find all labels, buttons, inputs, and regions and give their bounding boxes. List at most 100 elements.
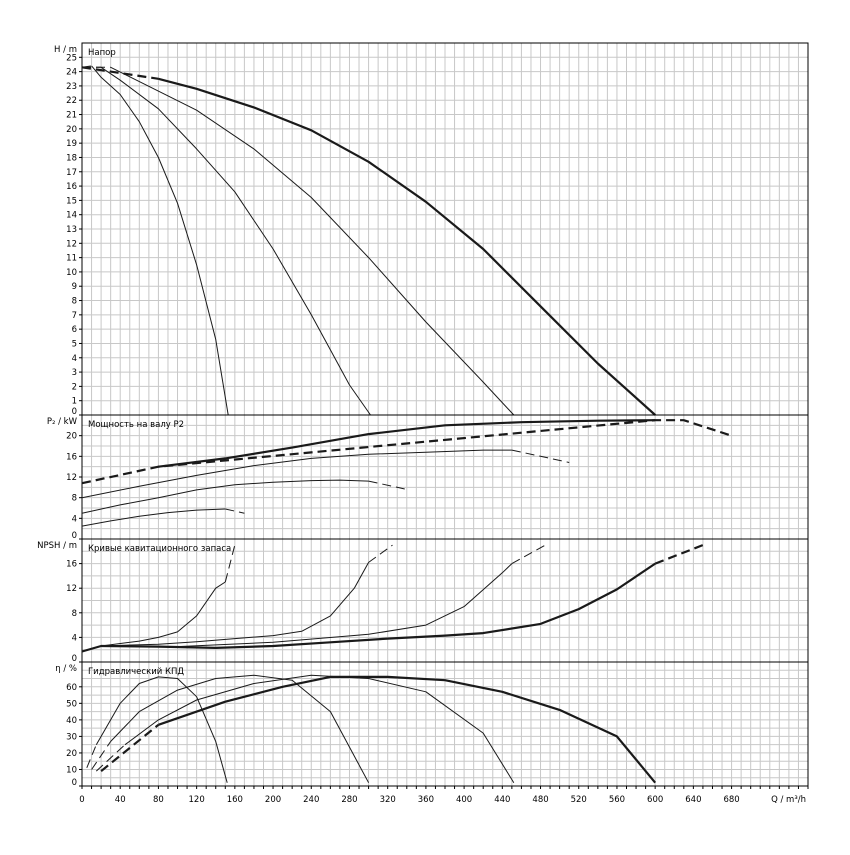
y-tick-label: 9 (72, 282, 77, 292)
y-tick-label: 22 (66, 96, 77, 106)
y-tick-label: 12 (66, 239, 77, 249)
x-tick-label: 520 (571, 795, 587, 805)
curve-npsh-1-dashed (224, 544, 236, 583)
curve-npsh-3-dashed (511, 544, 546, 565)
y-axis-label-npsh: NPSH / m (37, 541, 77, 551)
y-tick-label: 60 (66, 683, 77, 693)
curve-head-4-dashed (81, 66, 159, 80)
x-tick-label: 320 (380, 795, 396, 805)
y-tick-label: 10 (66, 765, 77, 775)
y-tick-label: 12 (66, 584, 77, 594)
y-tick-label: 20 (66, 432, 77, 442)
curve-power-1-dashed (225, 508, 245, 514)
curve-efficiency-4-dashed (100, 723, 160, 772)
curve-head-4 (158, 77, 656, 416)
curve-head-3 (110, 66, 515, 416)
y-tick-label: 8 (72, 297, 77, 307)
y-tick-label: 15 (66, 196, 77, 206)
curve-npsh-2-dashed (368, 544, 393, 563)
curve-power-3-dashed (511, 449, 570, 463)
curve-efficiency-1-dashed (86, 744, 97, 768)
y-tick-label: 4 (72, 633, 77, 643)
x-tick-label: 280 (341, 795, 357, 805)
curve-power-1 (81, 508, 226, 527)
y-tick-label: 8 (72, 494, 77, 504)
curve-head-1 (91, 65, 229, 416)
y-tick-label: 6 (72, 325, 77, 335)
y-tick-label: 0 (72, 407, 77, 417)
curve-head-2 (100, 66, 371, 416)
y-tick-label: 13 (66, 225, 77, 235)
curve-npsh-4-dashed (654, 544, 704, 565)
y-tick-label: 0 (72, 531, 77, 541)
y-tick-label: 16 (66, 452, 77, 462)
y-tick-label: 25 (66, 53, 77, 63)
y-tick-label: 21 (66, 111, 77, 121)
y-axis-label-head: H / m (54, 45, 77, 55)
curve-efficiency-2-dashed (91, 741, 112, 770)
y-tick-label: 24 (66, 68, 77, 78)
x-tick-label: 680 (723, 795, 739, 805)
curve-npsh-2 (81, 562, 370, 652)
x-tick-label: 560 (609, 795, 625, 805)
curve-efficiency-4 (158, 675, 657, 784)
curve-power-4 (158, 419, 656, 468)
y-tick-label: 30 (66, 732, 77, 742)
curve-power-3 (81, 449, 512, 499)
x-tick-label: 200 (265, 795, 281, 805)
curve-efficiency-2 (110, 674, 370, 783)
y-tick-label: 8 (72, 609, 77, 619)
y-tick-label: 0 (72, 778, 77, 788)
x-tick-label: 80 (153, 795, 164, 805)
y-tick-label: 7 (72, 311, 77, 321)
y-tick-label: 20 (66, 125, 77, 135)
curve-efficiency-3-dashed (95, 744, 126, 772)
y-tick-label: 40 (66, 716, 77, 726)
y-tick-label: 4 (72, 514, 77, 524)
y-tick-label: 18 (66, 153, 77, 163)
y-tick-label: 19 (66, 139, 77, 149)
y-tick-label: 2 (72, 382, 77, 392)
y-tick-label: 4 (72, 354, 77, 364)
y-tick-label: 3 (72, 368, 77, 378)
y-tick-label: 50 (66, 699, 77, 709)
x-axis-label: Q / m³/h (771, 795, 806, 805)
panel-title-efficiency: Гидравлический КПД (88, 667, 184, 677)
y-tick-label: 12 (66, 473, 77, 483)
curve-power-2-dashed (368, 480, 407, 490)
x-tick-label: 640 (685, 795, 701, 805)
x-tick-label: 480 (532, 795, 548, 805)
curve-efficiency-3 (124, 674, 515, 783)
x-tick-label: 120 (189, 795, 205, 805)
curve-npsh-3 (81, 563, 513, 652)
x-tick-label: 360 (418, 795, 434, 805)
y-tick-label: 10 (66, 268, 77, 278)
x-tick-label: 400 (456, 795, 472, 805)
y-tick-label: 20 (66, 749, 77, 759)
y-tick-label: 14 (66, 211, 77, 221)
curve-power-2 (81, 479, 369, 514)
curve-efficiency-1 (95, 676, 228, 783)
y-tick-label: 0 (72, 654, 77, 664)
y-tick-label: 16 (66, 182, 77, 192)
x-tick-label: 240 (303, 795, 319, 805)
y-tick-label: 17 (66, 168, 77, 178)
y-tick-label: 5 (72, 339, 77, 349)
y-tick-label: 16 (66, 560, 77, 570)
x-tick-label: 600 (647, 795, 663, 805)
x-tick-label: 0 (79, 795, 84, 805)
panel-title-power: Мощность на валу P2 (88, 420, 184, 430)
x-tick-label: 40 (115, 795, 126, 805)
y-tick-label: 11 (66, 254, 77, 264)
curve-npsh-4 (81, 562, 656, 653)
x-tick-label: 440 (494, 795, 510, 805)
y-tick-label: 23 (66, 82, 77, 92)
y-axis-label-power: P₂ / kW (47, 417, 78, 427)
x-tick-label: 160 (227, 795, 243, 805)
y-tick-label: 1 (72, 397, 77, 407)
panel-title-head: Напор (88, 48, 116, 58)
y-axis-label-efficiency: η / % (55, 664, 77, 674)
panel-title-npsh: Кривые кавитационного запаса (88, 544, 231, 554)
